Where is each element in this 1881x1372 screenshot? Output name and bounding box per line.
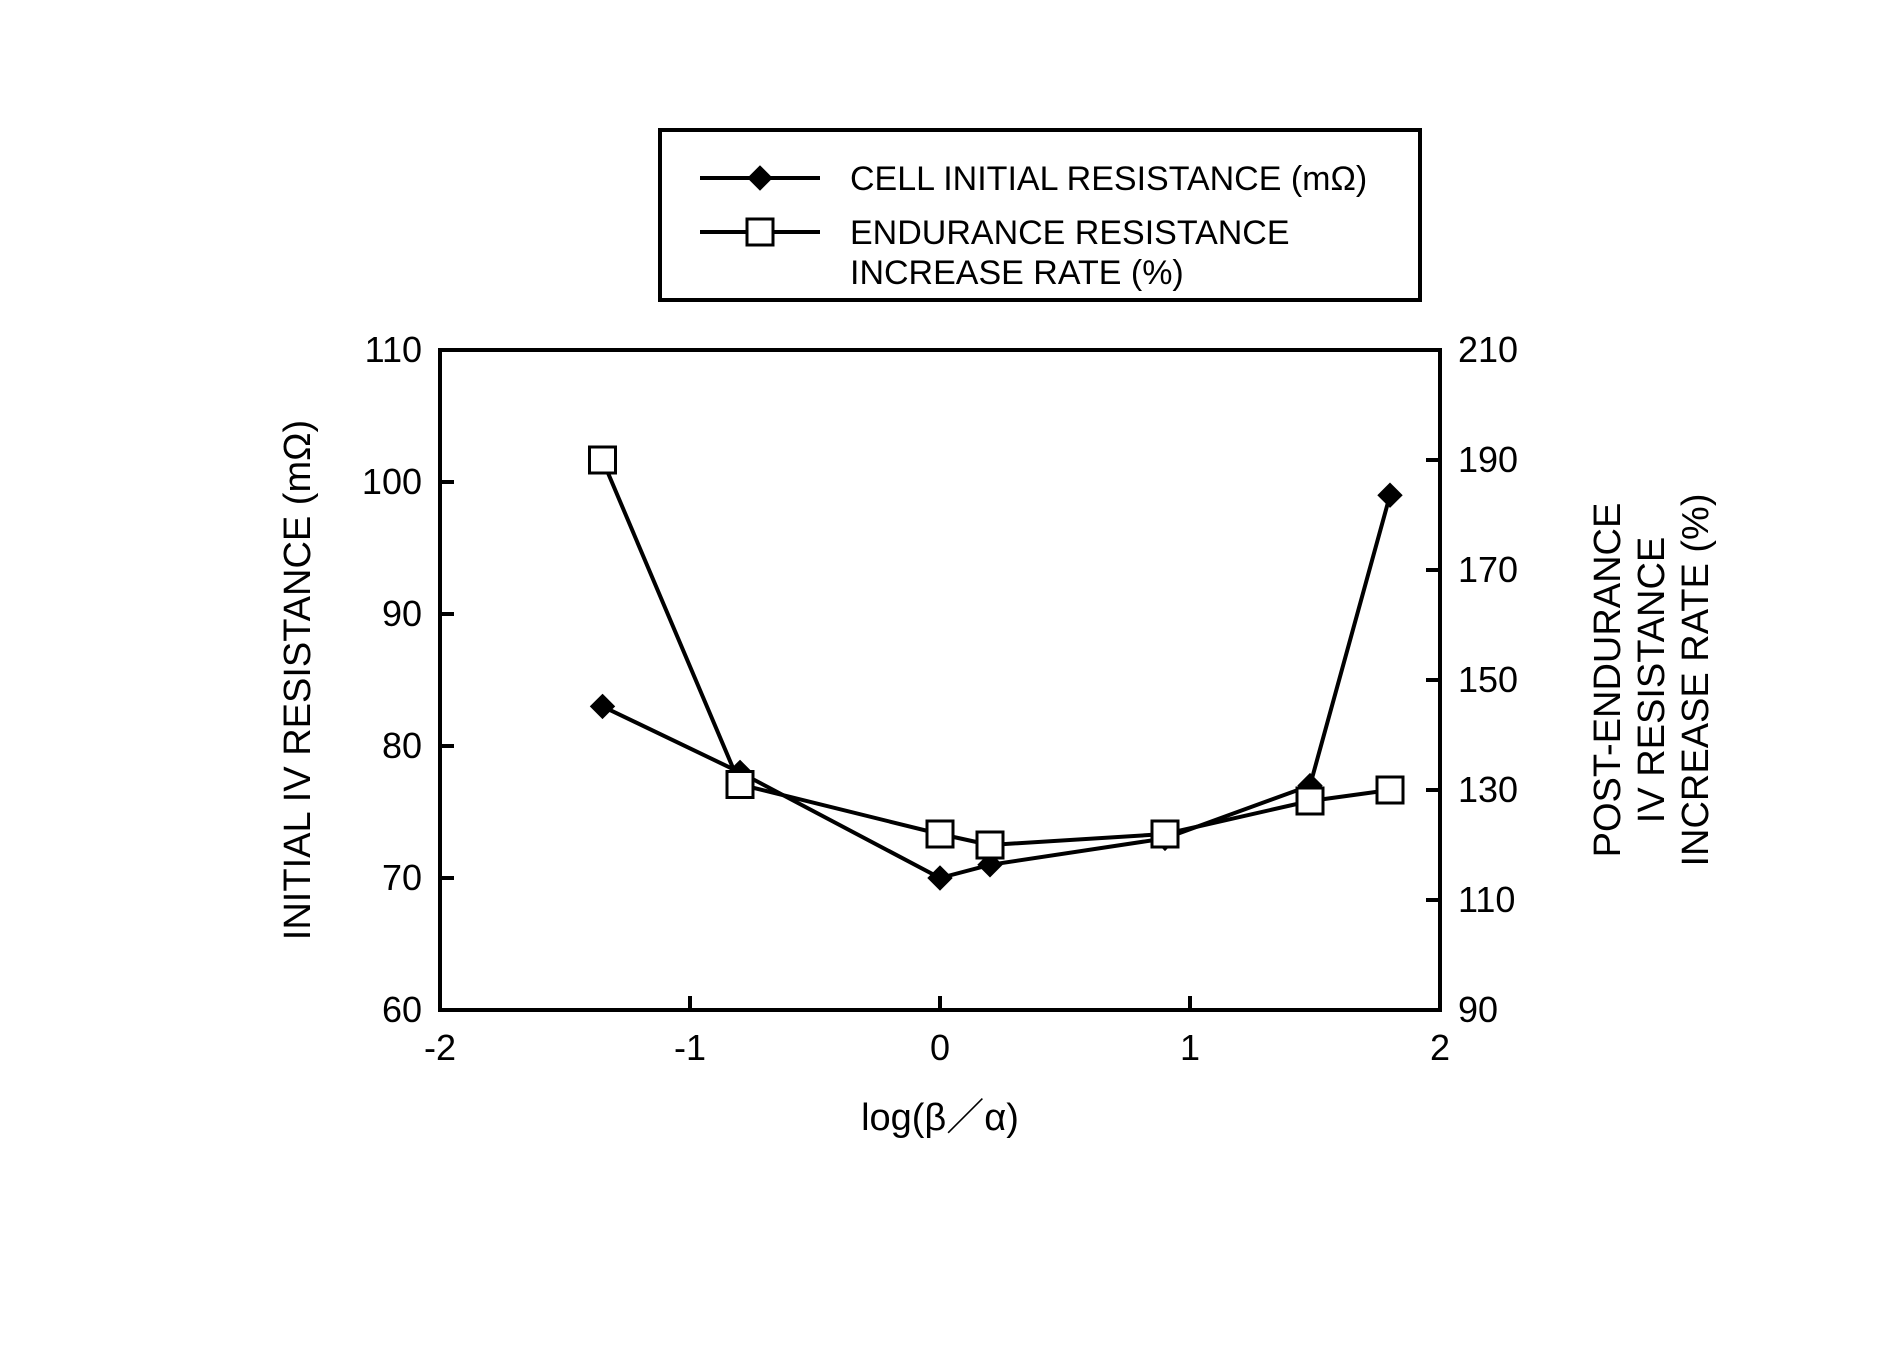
- x-tick-label: 1: [1180, 1027, 1200, 1068]
- x-tick-label: 0: [930, 1027, 950, 1068]
- y-left-tick-label: 70: [382, 857, 422, 898]
- legend-label-1: CELL INITIAL RESISTANCE (mΩ): [850, 160, 1367, 198]
- x-tick-label: -2: [424, 1027, 456, 1068]
- y-left-tick-label: 110: [365, 329, 422, 370]
- y-left-tick-label: 80: [382, 725, 422, 766]
- marker-square: [927, 821, 953, 847]
- y-right-tick-label: 170: [1458, 549, 1518, 590]
- chart-stage: -2 -1 0 1 2 60 70 80 90 100 110 90 110 130 150 170 190 21…: [0, 0, 1881, 1372]
- x-axis-label: log(β／α): [861, 1097, 1019, 1139]
- x-tick-label: 2: [1430, 1027, 1450, 1068]
- y-right-tick-label: 190: [1458, 439, 1518, 480]
- x-tick-label: -1: [674, 1027, 706, 1068]
- marker-square: [727, 772, 753, 798]
- y-right-tick-label: 210: [1458, 329, 1518, 370]
- marker-square: [977, 832, 1003, 858]
- y-right-tick-label: 110: [1458, 879, 1515, 920]
- marker-square: [747, 219, 773, 245]
- y-right-tick-label: 150: [1458, 659, 1518, 700]
- marker-square: [1152, 821, 1178, 847]
- y-right-tick-label: 90: [1458, 989, 1498, 1030]
- marker-square: [1297, 788, 1323, 814]
- y-right-tick-label: 130: [1458, 769, 1518, 810]
- marker-square: [1377, 777, 1403, 803]
- y-left-tick-label: 90: [382, 593, 422, 634]
- y-left-tick-label: 100: [362, 461, 422, 502]
- marker-square: [590, 447, 616, 473]
- resistance-chart: -2 -1 0 1 2 60 70 80 90 100 110 90 110 130 150 170 190 21…: [0, 0, 1881, 1372]
- y-right-axis-label: POST-ENDURANCEIV RESISTANCEINCREASE RATE…: [1587, 493, 1717, 866]
- y-left-tick-label: 60: [382, 989, 422, 1030]
- y-left-axis-label: INITIAL IV RESISTANCE (mΩ): [277, 420, 319, 940]
